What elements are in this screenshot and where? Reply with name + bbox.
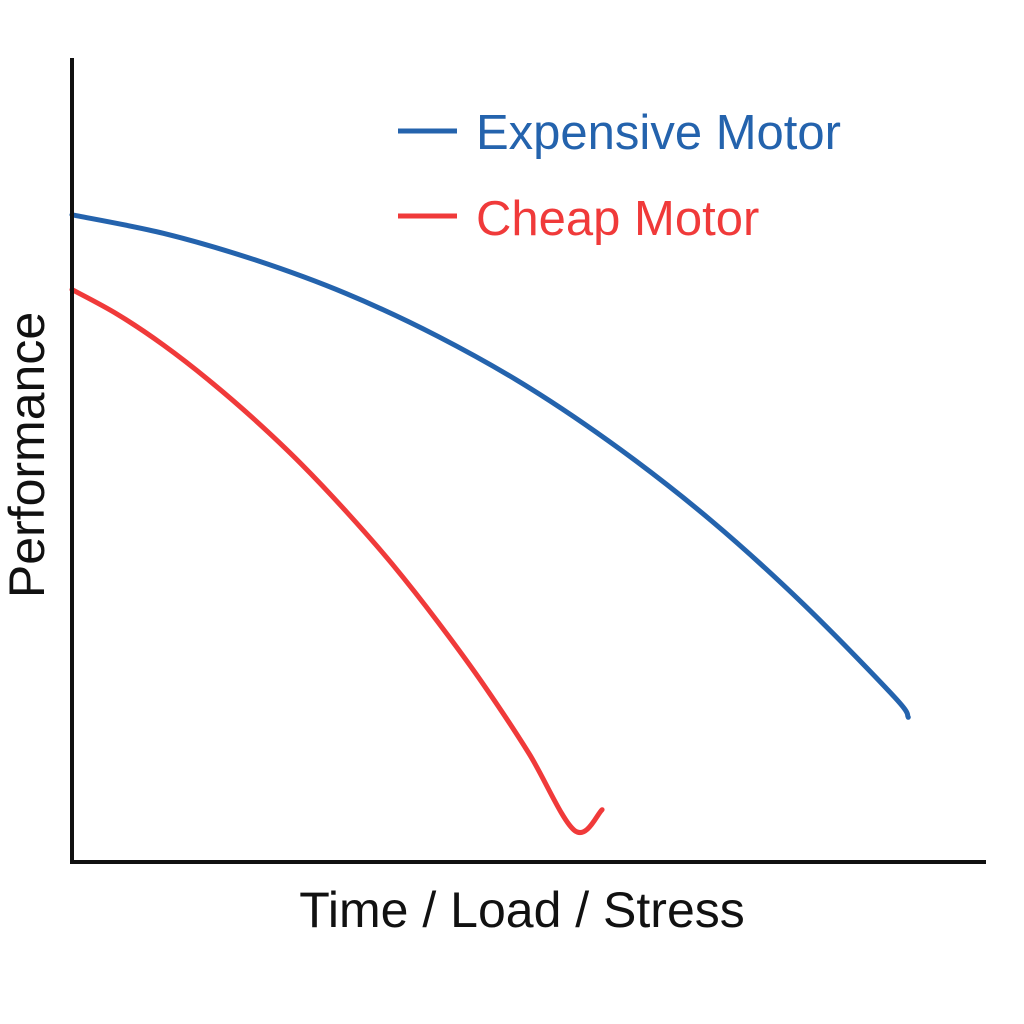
legend: Expensive Motor Cheap Motor — [398, 106, 841, 246]
series-line-cheap-motor — [69, 287, 605, 836]
x-axis-title: Time / Load / Stress — [299, 882, 745, 938]
series-layer — [69, 212, 911, 836]
legend-label-expensive-motor: Expensive Motor — [476, 106, 841, 160]
legend-label-cheap-motor: Cheap Motor — [476, 192, 759, 246]
y-axis-title: Performance — [0, 312, 55, 598]
series-line-expensive-motor — [69, 212, 911, 720]
